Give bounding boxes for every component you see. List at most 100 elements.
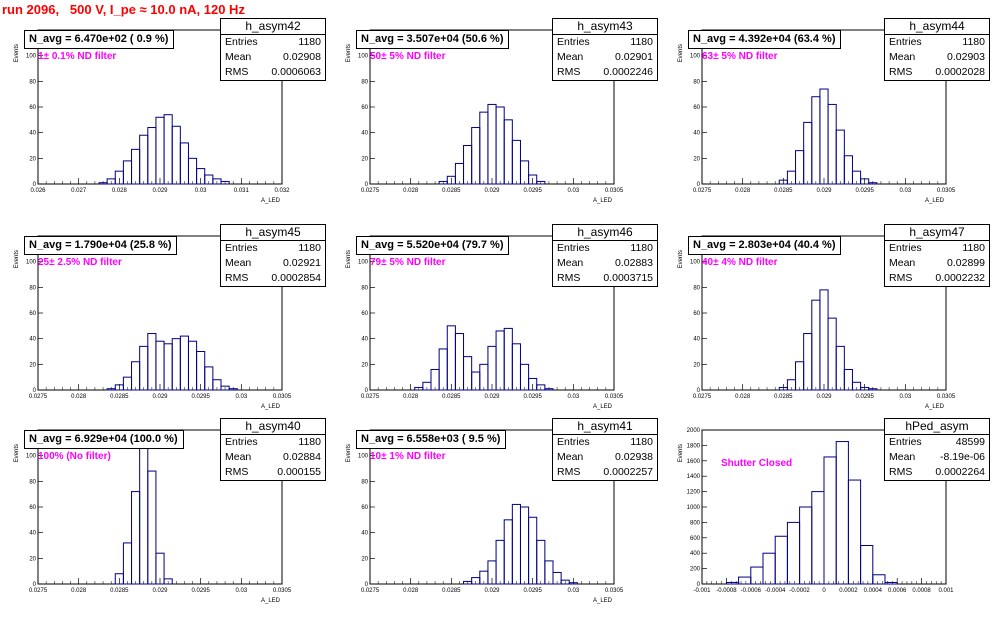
- stats-box: h_asym47 Entries 1180 Mean 0.02899 RMS 0.00…: [884, 224, 990, 287]
- histogram-bin: [528, 377, 538, 391]
- histogram-bin: [528, 174, 538, 185]
- histogram-bin: [163, 578, 173, 585]
- stats-row: Entries 1180: [557, 436, 653, 448]
- histogram-bin: [495, 106, 505, 185]
- y-tick-label: 20: [29, 362, 36, 368]
- filter-annotation: 79± 5% ND filter: [370, 257, 446, 268]
- y-tick-label: 60: [693, 311, 700, 317]
- histogram-bin: [738, 576, 752, 585]
- y-tick-label: 20: [361, 362, 368, 368]
- histogram-bin: [479, 111, 489, 185]
- stats-row: Mean -8.19e-06: [889, 451, 985, 463]
- x-axis-title: A_LED: [593, 598, 613, 604]
- chart-h-asym44: 0.0275 0.028 0.0285 0.029 0.0295 0.03 0.0305 0 2…: [678, 29, 956, 204]
- y-tick-label: 1000: [687, 505, 701, 511]
- stats-row: Entries 1180: [225, 242, 321, 254]
- y-tick-label: 80: [361, 285, 368, 291]
- y-tick-label: 40: [29, 131, 36, 137]
- y-tick-label: 80: [361, 79, 368, 85]
- x-tick-label: 0.0285: [442, 588, 461, 594]
- stats-row: RMS 0.000155: [225, 466, 321, 478]
- histogram-bin: [139, 134, 149, 185]
- filter-annotation: 1± 0.1% ND filter: [38, 51, 117, 62]
- chart-h-asym43: 0.0275 0.028 0.0285 0.029 0.0295 0.03 0.0305 0 2…: [346, 29, 624, 204]
- x-tick-label: 0.029: [152, 588, 168, 594]
- x-axis-title: A_LED: [261, 598, 281, 604]
- x-tick-label: 0.0275: [29, 588, 48, 594]
- histogram-bin: [147, 333, 157, 391]
- histogram-bin: [212, 379, 222, 391]
- x-axis-title: A_LED: [261, 404, 281, 410]
- histogram-bin: [147, 470, 157, 585]
- histogram-bin: [463, 145, 473, 185]
- histogram-bin: [536, 180, 546, 185]
- y-tick-label: 2000: [687, 428, 701, 434]
- histogram-panel-hped-asym: -0.001 -0.0008 -0.0006 -0.0004 -0.0002 0 0.000…: [676, 418, 992, 620]
- x-tick-label: 0.029: [484, 394, 500, 400]
- histogram-bin: [495, 539, 505, 585]
- x-tick-label: 0.0295: [523, 588, 542, 594]
- y-tick-label: 100: [358, 54, 369, 60]
- x-tick-label: 0.0305: [605, 588, 624, 594]
- x-tick-label: 0.031: [234, 188, 250, 194]
- stats-row: Mean 0.02901: [557, 51, 653, 63]
- stats-title: h_asym41: [553, 419, 657, 435]
- x-tick-label: 0.0305: [605, 188, 624, 194]
- stats-row: Mean 0.02903: [889, 51, 985, 63]
- stats-box: h_asym40 Entries 1180 Mean 0.02884 RMS 0.00…: [220, 418, 326, 481]
- x-tick-label: -0.0002: [789, 588, 810, 594]
- histogram-bin: [511, 503, 521, 585]
- y-tick-label: 60: [29, 311, 36, 317]
- stats-box: h_asym45 Entries 1180 Mean 0.02921 RMS 0.00…: [220, 224, 326, 287]
- y-tick-label: 60: [29, 505, 36, 511]
- x-tick-label: 0.03: [899, 188, 911, 194]
- n-avg-box: N_avg = 4.392e+04 (63.4 %): [688, 30, 842, 49]
- histogram-bin: [851, 381, 862, 391]
- histogram-bin: [131, 148, 141, 185]
- y-tick-label: 0: [365, 582, 369, 588]
- x-tick-label: 0.0275: [693, 394, 712, 400]
- filter-annotation: 25± 2.5% ND filter: [38, 257, 122, 268]
- stats-title: h_asym43: [553, 19, 657, 35]
- y-tick-label: 60: [29, 105, 36, 111]
- histogram-bin: [163, 343, 173, 391]
- x-tick-label: 0.028: [71, 588, 87, 594]
- y-axis-title: Events: [346, 444, 352, 462]
- histogram-bin: [860, 545, 874, 585]
- filter-annotation: 10± 1% ND filter: [370, 451, 446, 462]
- y-tick-label: 40: [29, 337, 36, 343]
- stats-row: Entries 1180: [557, 36, 653, 48]
- x-tick-label: 0.0008: [912, 588, 931, 594]
- x-tick-label: 0.0002: [839, 588, 858, 594]
- histogram-bin: [139, 439, 149, 585]
- x-tick-label: 0.03: [567, 394, 579, 400]
- histogram-bin: [827, 317, 837, 391]
- stats-title: h_asym40: [221, 419, 325, 435]
- histogram-panel-h-asym44: 0.0275 0.028 0.0285 0.029 0.0295 0.03 0.0305 0 2…: [676, 18, 992, 220]
- histogram-bin: [528, 516, 538, 585]
- y-tick-label: 100: [358, 454, 369, 460]
- histogram-bin: [860, 178, 870, 185]
- y-tick-label: 1600: [687, 459, 701, 465]
- histogram-bin: [803, 121, 813, 185]
- stats-row: Mean 0.02899: [889, 257, 985, 269]
- x-tick-label: 0.0285: [774, 394, 793, 400]
- histogram-bin: [220, 385, 230, 391]
- stats-row: Entries 1180: [557, 242, 653, 254]
- x-tick-label: 0.028: [403, 394, 419, 400]
- histogram-bin: [868, 182, 878, 185]
- histogram-bin: [544, 388, 554, 391]
- chart-h-asym46: 0.0275 0.028 0.0285 0.029 0.0295 0.03 0.0305 0 2…: [346, 235, 624, 410]
- histogram-bin: [487, 345, 497, 391]
- histogram-bin: [122, 542, 133, 585]
- stats-row: RMS 0.0003715: [557, 272, 653, 284]
- stats-row: RMS 0.0002028: [889, 66, 985, 78]
- histogram-bin: [479, 363, 489, 391]
- y-tick-label: 80: [693, 285, 700, 291]
- y-tick-label: 800: [690, 520, 701, 526]
- histogram-bin: [544, 560, 554, 585]
- stats-row: RMS 0.0006063: [225, 66, 321, 78]
- y-axis-title: Events: [14, 250, 20, 268]
- y-tick-label: 60: [693, 105, 700, 111]
- x-tick-label: 0.0285: [442, 394, 461, 400]
